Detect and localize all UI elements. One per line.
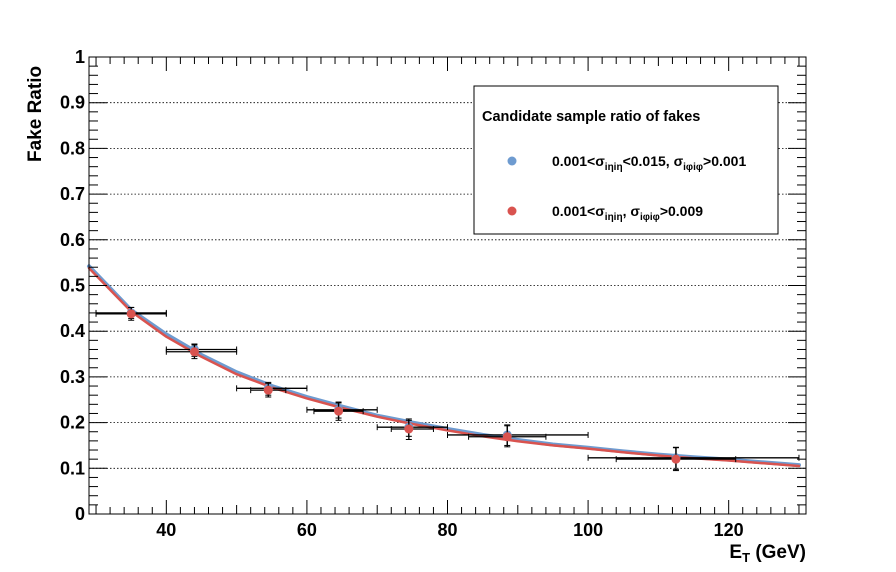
legend-marker-0 — [507, 156, 517, 166]
y-tick-label: 0.9 — [60, 93, 85, 113]
grid-lines — [89, 102, 806, 469]
y-tick-label: 0.7 — [60, 184, 85, 204]
legend-label-part: >0.009 — [660, 203, 703, 219]
legend-label-part: 0.001< — [552, 153, 595, 169]
marker — [671, 454, 681, 464]
marker — [263, 385, 273, 395]
legend-label-part: iφiφ — [640, 212, 660, 223]
legend-title: Candidate sample ratio of fakes — [482, 109, 700, 125]
legend-label-part: iφiφ — [683, 162, 703, 173]
y-tick-label: 0.6 — [60, 230, 85, 250]
legend-label-part: iηiη — [605, 162, 623, 173]
x-axis-title-sub: T — [742, 550, 750, 565]
legend-label-part: σ — [595, 153, 605, 169]
marker — [126, 309, 136, 319]
legend-label-part: iηiη — [605, 212, 623, 223]
x-tick-label: 80 — [437, 520, 457, 540]
axis-ticks — [89, 56, 806, 515]
data-point-series-1 — [95, 306, 167, 321]
y-tick-label: 0.5 — [60, 276, 85, 296]
x-axis-title-unit: (GeV) — [750, 542, 806, 563]
data-point-series-1 — [390, 418, 434, 441]
legend-label-part: >0.001 — [703, 153, 746, 169]
x-tick-labels: 40 60 80 100 120 — [156, 520, 743, 540]
fit-curves — [87, 264, 801, 468]
y-axis-title: Fake Ratio — [25, 66, 46, 162]
x-axis-title-main: E — [729, 542, 742, 563]
marker — [404, 424, 414, 434]
fit-curve-1 — [87, 266, 801, 468]
fit-curve-0 — [87, 264, 801, 468]
marker — [189, 347, 199, 357]
y-tick-label: 1 — [75, 47, 85, 67]
legend-box — [473, 85, 779, 235]
y-tick-label: 0.4 — [60, 321, 85, 341]
y-tick-label: 0 — [75, 504, 85, 524]
data-point-series-1 — [468, 424, 547, 448]
data-point-series-1 — [313, 401, 364, 421]
x-tick-label: 120 — [714, 520, 744, 540]
legend-label-part: σ — [630, 203, 640, 219]
legend-label-part: σ — [595, 203, 605, 219]
marker — [334, 406, 344, 416]
y-tick-labels: 0 0.1 0.2 0.3 0.4 0.5 0.6 0.7 0.8 0.9 1 — [60, 47, 85, 524]
x-axis-title: ET (GeV) — [729, 542, 806, 565]
data-point-series-1 — [615, 446, 737, 472]
legend-label-part: σ — [674, 153, 684, 169]
y-tick-label: 0.8 — [60, 138, 85, 158]
legend-label-part: , — [623, 203, 631, 219]
y-tick-label: 0.2 — [60, 413, 85, 433]
legend-label-part: 0.001< — [552, 203, 595, 219]
marker — [502, 432, 512, 442]
y-tick-label: 0.1 — [60, 458, 85, 478]
x-tick-label: 100 — [573, 520, 603, 540]
legend-label-0: 0.001<σiηiη<0.015, σiφiφ>0.001 — [552, 153, 746, 173]
data-point-series-1 — [165, 344, 238, 360]
x-tick-label: 40 — [156, 520, 176, 540]
legend-label-1: 0.001<σiηiη, σiφiφ>0.009 — [552, 203, 703, 223]
legend-marker-1 — [507, 206, 517, 216]
legend: Candidate sample ratio of fakes 0.001<σi… — [473, 85, 779, 235]
data-point-series-1 — [250, 382, 287, 398]
data-points — [95, 306, 800, 472]
y-tick-label: 0.3 — [60, 367, 85, 387]
x-tick-label: 60 — [297, 520, 317, 540]
legend-label-part: <0.015, — [623, 153, 674, 169]
